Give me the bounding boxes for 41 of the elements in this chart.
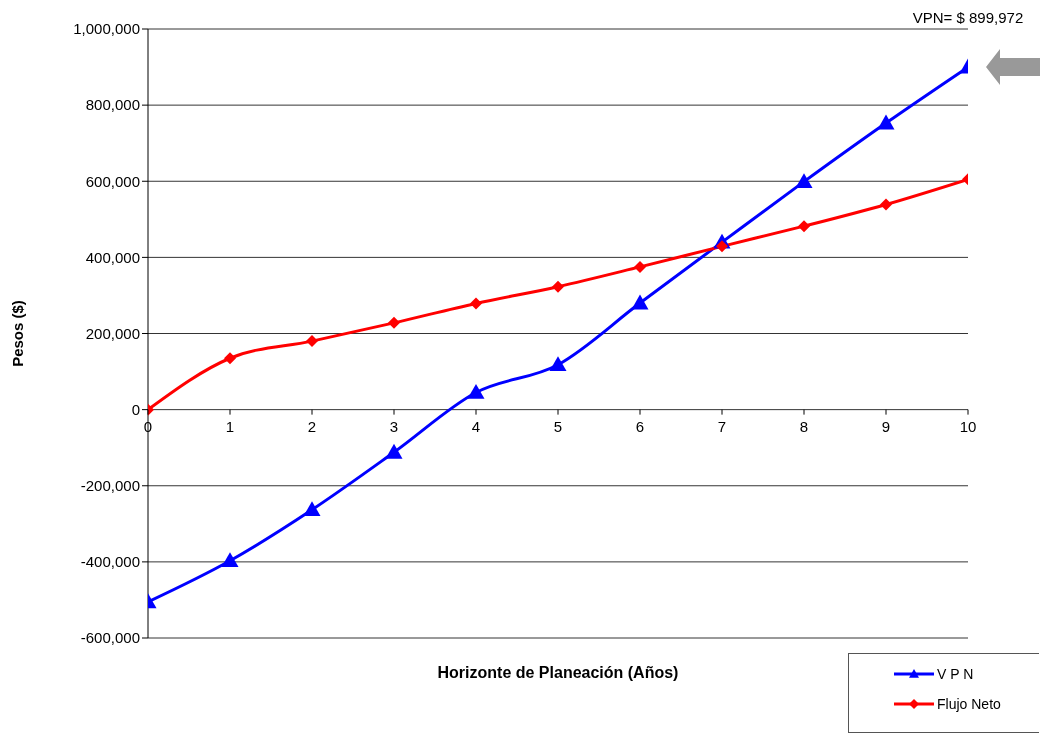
point bbox=[634, 260, 646, 273]
point bbox=[385, 443, 403, 459]
point bbox=[880, 198, 892, 211]
y-tick-label: 1,000,000 bbox=[73, 20, 140, 38]
x-tick-label: 2 bbox=[307, 417, 317, 435]
point bbox=[388, 316, 400, 329]
point bbox=[303, 501, 321, 517]
point bbox=[224, 352, 236, 365]
y-tick-label: -200,000 bbox=[80, 477, 140, 495]
x-tick-label: 5 bbox=[553, 417, 563, 435]
point bbox=[306, 335, 318, 348]
point bbox=[221, 552, 239, 568]
y-tick-label: 200,000 bbox=[85, 324, 140, 342]
point bbox=[467, 384, 485, 399]
annotation: VPN= $ 899,972 bbox=[911, 9, 1025, 27]
legend-label: Flujo Neto bbox=[937, 696, 1001, 712]
point bbox=[631, 294, 649, 310]
x-tick-label: 9 bbox=[881, 417, 891, 435]
x-axis-title: Horizonte de Planeación (Años) bbox=[437, 664, 679, 681]
y-tick-label: 600,000 bbox=[85, 172, 140, 190]
y-tick-label: -600,000 bbox=[80, 629, 140, 647]
x-tick-label: 7 bbox=[717, 417, 727, 435]
y-tick-label: 800,000 bbox=[85, 96, 140, 114]
legend-label: V P N bbox=[937, 666, 974, 682]
point bbox=[549, 356, 567, 372]
x-tick-label: 6 bbox=[635, 417, 645, 435]
y-tick-label: -400,000 bbox=[80, 553, 140, 571]
y-tick-label: 0 bbox=[131, 400, 140, 418]
x-tick-label: 4 bbox=[471, 417, 481, 435]
y-axis-title: Pesos ($) bbox=[9, 300, 27, 367]
point bbox=[798, 220, 810, 233]
x-tick-label: 1 bbox=[225, 417, 235, 435]
x-tick-label: 8 bbox=[799, 417, 809, 435]
y-tick-label: 400,000 bbox=[85, 248, 140, 266]
point bbox=[552, 280, 564, 293]
x-tick-label: 3 bbox=[389, 417, 399, 435]
point bbox=[470, 297, 482, 310]
x-tick-label: 0 bbox=[143, 417, 153, 435]
point bbox=[877, 114, 895, 130]
point bbox=[795, 173, 813, 189]
x-tick-label: 10 bbox=[959, 417, 977, 435]
